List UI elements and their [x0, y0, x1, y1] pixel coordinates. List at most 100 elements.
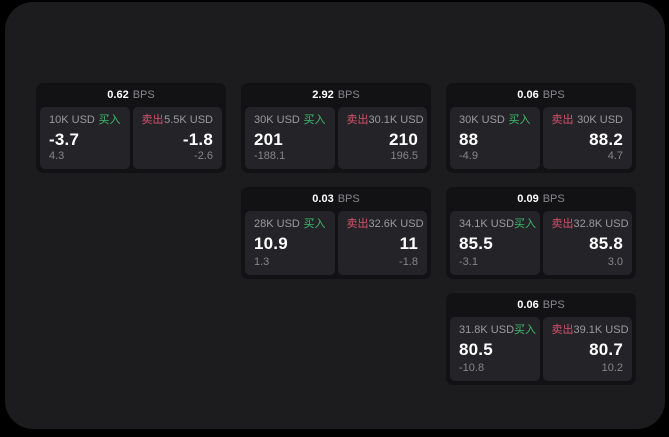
buy-delta: -4.9 [459, 150, 478, 163]
sell-delta: 196.5 [390, 150, 418, 163]
quote-card: 0.06 BPS 31.8K USD 买入 80.5 -10.8 卖出 39.1… [446, 293, 636, 385]
buy-tile-top: 30K USD 买入 [254, 114, 326, 127]
buy-delta: -188.1 [254, 150, 286, 163]
quote-card: 0.03 BPS 28K USD 买入 10.9 1.3 卖出 32.6K US… [241, 187, 431, 279]
sell-tile[interactable]: 卖出 30K USD 88.2 4.7 [542, 107, 632, 169]
buy-amount: 10K USD [49, 114, 95, 126]
sell-tile[interactable]: 卖出 32.6K USD 11 -1.8 [337, 211, 427, 275]
quote-card: 0.09 BPS 34.1K USD 买入 85.5 -3.1 卖出 32.8K… [446, 187, 636, 279]
sell-amount: 32.8K USD [573, 218, 629, 230]
quote-body: 34.1K USD 买入 85.5 -3.1 卖出 32.8K USD 85.8… [446, 211, 636, 279]
buy-tile-top: 30K USD 买入 [459, 114, 531, 127]
spread-unit: BPS [132, 88, 155, 101]
spread-value: 2.92 [312, 88, 334, 101]
buy-side-label: 买入 [303, 218, 326, 230]
buy-tile-top: 10K USD 买入 [49, 114, 121, 127]
spread-value: 0.62 [107, 88, 129, 101]
spread-header: 0.06 BPS [446, 83, 636, 107]
buy-delta: -3.1 [459, 256, 478, 269]
buy-tile[interactable]: 30K USD 买入 88 -4.9 [450, 107, 540, 169]
buy-tile-top: 28K USD 买入 [254, 218, 326, 231]
buy-tile[interactable]: 31.8K USD 买入 80.5 -10.8 [450, 317, 540, 381]
quote-body: 31.8K USD 买入 80.5 -10.8 卖出 39.1K USD 80.… [446, 317, 636, 385]
buy-side-label: 买入 [303, 114, 326, 126]
buy-tile-top: 31.8K USD 买入 [459, 324, 536, 337]
buy-tile[interactable]: 28K USD 买入 10.9 1.3 [245, 211, 335, 275]
sell-price: 11 [399, 233, 418, 253]
spread-header: 0.62 BPS [36, 83, 226, 107]
sell-delta: 10.2 [601, 362, 623, 375]
buy-tile-top: 34.1K USD 买入 [459, 218, 536, 231]
spread-unit: BPS [542, 298, 565, 311]
main-panel: 0.62 BPS 10K USD 买入 -3.7 4.3 卖出 5.5K USD… [5, 2, 665, 429]
buy-price: 80.5 [459, 339, 493, 359]
sell-side-label: 卖出 [551, 218, 574, 230]
buy-side-label: 买入 [508, 114, 531, 126]
sell-price: 210 [389, 129, 418, 149]
spread-value: 0.06 [517, 298, 539, 311]
sell-side-label: 卖出 [551, 324, 574, 336]
sell-side-label: 卖出 [551, 114, 574, 126]
quote-body: 30K USD 买入 201 -188.1 卖出 30.1K USD 210 1… [241, 107, 431, 173]
quote-card: 0.62 BPS 10K USD 买入 -3.7 4.3 卖出 5.5K USD… [36, 83, 226, 173]
sell-tile[interactable]: 卖出 39.1K USD 80.7 10.2 [542, 317, 632, 381]
buy-amount: 30K USD [254, 114, 300, 126]
sell-tile[interactable]: 卖出 32.8K USD 85.8 3.0 [542, 211, 632, 275]
sell-tile-top: 卖出 39.1K USD [551, 324, 629, 337]
sell-tile-top: 卖出 5.5K USD [142, 114, 214, 127]
sell-price: 80.7 [589, 339, 623, 359]
sell-side-label: 卖出 [141, 114, 164, 126]
buy-price: 85.5 [459, 233, 493, 253]
sell-side-label: 卖出 [346, 114, 369, 126]
buy-tile[interactable]: 30K USD 买入 201 -188.1 [245, 107, 335, 169]
spread-header: 0.03 BPS [241, 187, 431, 211]
sell-delta: 3.0 [607, 256, 623, 269]
spread-header: 0.06 BPS [446, 293, 636, 317]
buy-delta: -10.8 [459, 362, 485, 375]
spread-value: 0.09 [517, 192, 539, 205]
buy-amount: 31.8K USD [459, 324, 515, 336]
sell-tile[interactable]: 卖出 30.1K USD 210 196.5 [337, 107, 427, 169]
sell-amount: 5.5K USD [164, 114, 213, 126]
sell-tile[interactable]: 卖出 5.5K USD -1.8 -2.6 [132, 107, 222, 169]
buy-price: 201 [254, 129, 283, 149]
sell-amount: 30.1K USD [368, 114, 424, 126]
sell-price: 88.2 [589, 129, 623, 149]
sell-amount: 39.1K USD [573, 324, 629, 336]
quote-card: 2.92 BPS 30K USD 买入 201 -188.1 卖出 30.1K … [241, 83, 431, 173]
sell-delta: -2.6 [194, 150, 213, 163]
spread-header: 2.92 BPS [241, 83, 431, 107]
buy-amount: 34.1K USD [459, 218, 515, 230]
sell-tile-top: 卖出 32.8K USD [551, 218, 629, 231]
sell-tile-top: 卖出 30.1K USD [346, 114, 424, 127]
buy-delta: 4.3 [49, 150, 65, 163]
buy-side-label: 买入 [514, 324, 537, 336]
quote-body: 30K USD 买入 88 -4.9 卖出 30K USD 88.2 4.7 [446, 107, 636, 173]
buy-tile[interactable]: 34.1K USD 买入 85.5 -3.1 [450, 211, 540, 275]
sell-delta: 4.7 [607, 150, 623, 163]
spread-value: 0.06 [517, 88, 539, 101]
spread-unit: BPS [337, 88, 360, 101]
buy-delta: 1.3 [254, 256, 270, 269]
buy-amount: 30K USD [459, 114, 505, 126]
sell-tile-top: 卖出 30K USD [552, 114, 624, 127]
spread-unit: BPS [337, 192, 360, 205]
spread-header: 0.09 BPS [446, 187, 636, 211]
sell-price: -1.8 [182, 129, 213, 149]
buy-amount: 28K USD [254, 218, 300, 230]
sell-side-label: 卖出 [346, 218, 369, 230]
sell-amount: 32.6K USD [368, 218, 424, 230]
sell-tile-top: 卖出 32.6K USD [346, 218, 424, 231]
sell-delta: -1.8 [399, 256, 418, 269]
sell-amount: 30K USD [577, 114, 623, 126]
quote-card: 0.06 BPS 30K USD 买入 88 -4.9 卖出 30K USD 8… [446, 83, 636, 173]
buy-price: 88 [459, 129, 479, 149]
sell-price: 85.8 [589, 233, 623, 253]
buy-side-label: 买入 [98, 114, 121, 126]
quote-body: 28K USD 买入 10.9 1.3 卖出 32.6K USD 11 -1.8 [241, 211, 431, 279]
buy-tile[interactable]: 10K USD 买入 -3.7 4.3 [40, 107, 130, 169]
buy-side-label: 买入 [514, 218, 537, 230]
quote-body: 10K USD 买入 -3.7 4.3 卖出 5.5K USD -1.8 -2.… [36, 107, 226, 173]
buy-price: -3.7 [49, 129, 80, 149]
spread-unit: BPS [542, 88, 565, 101]
